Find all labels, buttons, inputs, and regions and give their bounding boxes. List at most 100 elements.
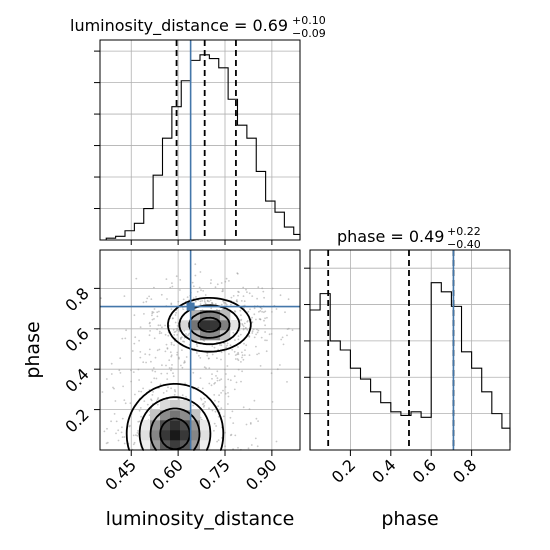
scatter-point bbox=[199, 300, 202, 303]
density-cell bbox=[190, 410, 201, 421]
scatter-point bbox=[224, 368, 226, 371]
scatter-point bbox=[110, 420, 112, 423]
scatter-point bbox=[174, 321, 177, 324]
density-cell bbox=[190, 320, 201, 331]
scatter-point bbox=[204, 294, 207, 296]
scatter-point bbox=[224, 386, 227, 388]
scatter-point bbox=[263, 296, 265, 299]
truth-markers bbox=[100, 250, 300, 450]
scatter-point bbox=[170, 341, 173, 344]
scatter-point bbox=[227, 392, 229, 394]
scatter-point bbox=[148, 295, 151, 298]
scatter-point bbox=[124, 402, 127, 405]
scatter-point bbox=[225, 303, 228, 306]
scatter-point bbox=[234, 358, 237, 360]
scatter-point bbox=[232, 422, 235, 424]
scatter-point bbox=[161, 364, 163, 367]
scatter-point bbox=[173, 344, 175, 346]
scatter-point bbox=[232, 331, 235, 334]
scatter-point bbox=[199, 303, 202, 306]
scatter-point bbox=[239, 333, 242, 336]
scatter-point bbox=[257, 286, 260, 289]
scatter-point bbox=[248, 292, 251, 295]
scatter-point bbox=[246, 328, 249, 331]
grid bbox=[310, 250, 510, 450]
scatter-point bbox=[153, 286, 155, 289]
scatter-point bbox=[151, 369, 154, 372]
scatter-point bbox=[222, 389, 224, 392]
scatter-point bbox=[130, 369, 132, 372]
scatter-point bbox=[243, 322, 246, 325]
scatter-point bbox=[229, 379, 232, 382]
scatter-point bbox=[139, 351, 142, 353]
scatter-point bbox=[226, 344, 228, 347]
scatter-point bbox=[183, 362, 185, 364]
density-cell bbox=[160, 430, 171, 441]
scatter-point bbox=[291, 329, 294, 331]
scatter-point bbox=[242, 406, 245, 409]
scatter-point bbox=[220, 358, 222, 361]
x-tick-label: 0.60 bbox=[148, 455, 187, 494]
scatter-point bbox=[231, 348, 234, 351]
scatter-point bbox=[135, 434, 137, 436]
scatter-point bbox=[201, 300, 204, 302]
scatter-point bbox=[168, 367, 171, 369]
scatter-point bbox=[279, 294, 282, 297]
scatter-point bbox=[123, 442, 126, 445]
density-cell bbox=[220, 320, 231, 331]
scatter-point bbox=[174, 314, 177, 316]
scatter-point bbox=[209, 299, 212, 302]
scatter-point bbox=[224, 445, 227, 448]
scatter-point bbox=[276, 368, 279, 371]
density-cell bbox=[210, 320, 221, 331]
scatter-point bbox=[245, 344, 248, 347]
scatter-point bbox=[213, 394, 216, 396]
scatter-point bbox=[192, 404, 195, 407]
scatter-point bbox=[236, 272, 239, 275]
scatter-point bbox=[162, 392, 165, 394]
scatter-point bbox=[181, 394, 184, 397]
density-cell bbox=[170, 410, 181, 421]
scatter-point bbox=[145, 361, 148, 364]
scatter-point bbox=[260, 307, 263, 310]
scatter-point bbox=[192, 285, 195, 288]
scatter-point bbox=[237, 446, 239, 449]
scatter-point bbox=[271, 311, 273, 313]
scatter-point bbox=[241, 354, 244, 357]
scatter-point bbox=[150, 360, 152, 363]
scatter-point bbox=[229, 434, 232, 437]
scatter-point bbox=[229, 344, 232, 347]
scatter-point bbox=[198, 354, 200, 357]
x-tick-label: 0.45 bbox=[101, 455, 140, 494]
scatter-point bbox=[166, 347, 169, 349]
scatter-point bbox=[255, 417, 258, 420]
density-cell bbox=[150, 420, 161, 431]
scatter-point bbox=[259, 318, 262, 321]
scatter-point bbox=[137, 420, 140, 423]
scatter-point bbox=[153, 377, 156, 380]
scatter-point bbox=[240, 314, 242, 317]
density-cell bbox=[170, 400, 181, 411]
scatter-point bbox=[181, 336, 183, 339]
scatter-point bbox=[185, 396, 187, 398]
scatter-point bbox=[170, 387, 173, 390]
x-tick-label: 0.8 bbox=[449, 455, 480, 486]
scatter-point bbox=[222, 290, 224, 292]
scatter-point bbox=[246, 291, 248, 293]
scatter-point bbox=[217, 400, 220, 403]
scatter-point bbox=[159, 383, 162, 386]
scatter-point bbox=[188, 332, 191, 335]
scatter-point bbox=[253, 399, 256, 402]
contour-line bbox=[149, 310, 231, 451]
scatter-point bbox=[154, 356, 157, 359]
scatter-point bbox=[275, 308, 278, 310]
scatter-point bbox=[246, 320, 249, 323]
scatter-point bbox=[257, 420, 259, 422]
scatter-point bbox=[176, 329, 178, 332]
histogram bbox=[309, 282, 511, 450]
scatter-point bbox=[173, 389, 176, 391]
scatter-point bbox=[123, 295, 126, 297]
y-ticks bbox=[94, 50, 273, 245]
scatter-point bbox=[284, 311, 286, 314]
scatter-point bbox=[180, 364, 182, 367]
